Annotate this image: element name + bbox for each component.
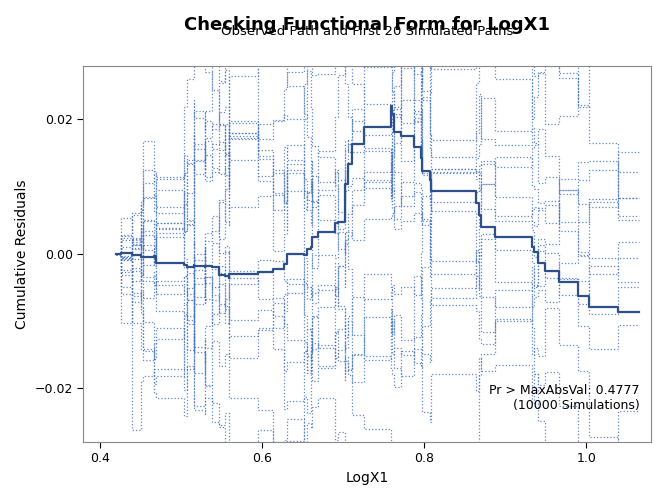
Text: Checking Functional Form for LogX1: Checking Functional Form for LogX1 xyxy=(184,16,550,34)
Y-axis label: Cumulative Residuals: Cumulative Residuals xyxy=(15,179,29,328)
X-axis label: LogX1: LogX1 xyxy=(346,471,389,485)
Title: Observed Path and First 20 Simulated Paths: Observed Path and First 20 Simulated Pat… xyxy=(221,25,513,38)
Text: Pr > MaxAbsVal: 0.4777
(10000 Simulations): Pr > MaxAbsVal: 0.4777 (10000 Simulation… xyxy=(489,384,639,412)
